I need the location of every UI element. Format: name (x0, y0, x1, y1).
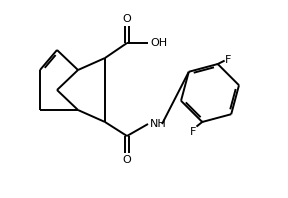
Text: O: O (123, 155, 131, 165)
Text: NH: NH (150, 119, 167, 129)
Text: O: O (123, 14, 131, 24)
Text: OH: OH (150, 38, 167, 48)
Text: F: F (225, 55, 231, 65)
Text: F: F (190, 127, 196, 137)
